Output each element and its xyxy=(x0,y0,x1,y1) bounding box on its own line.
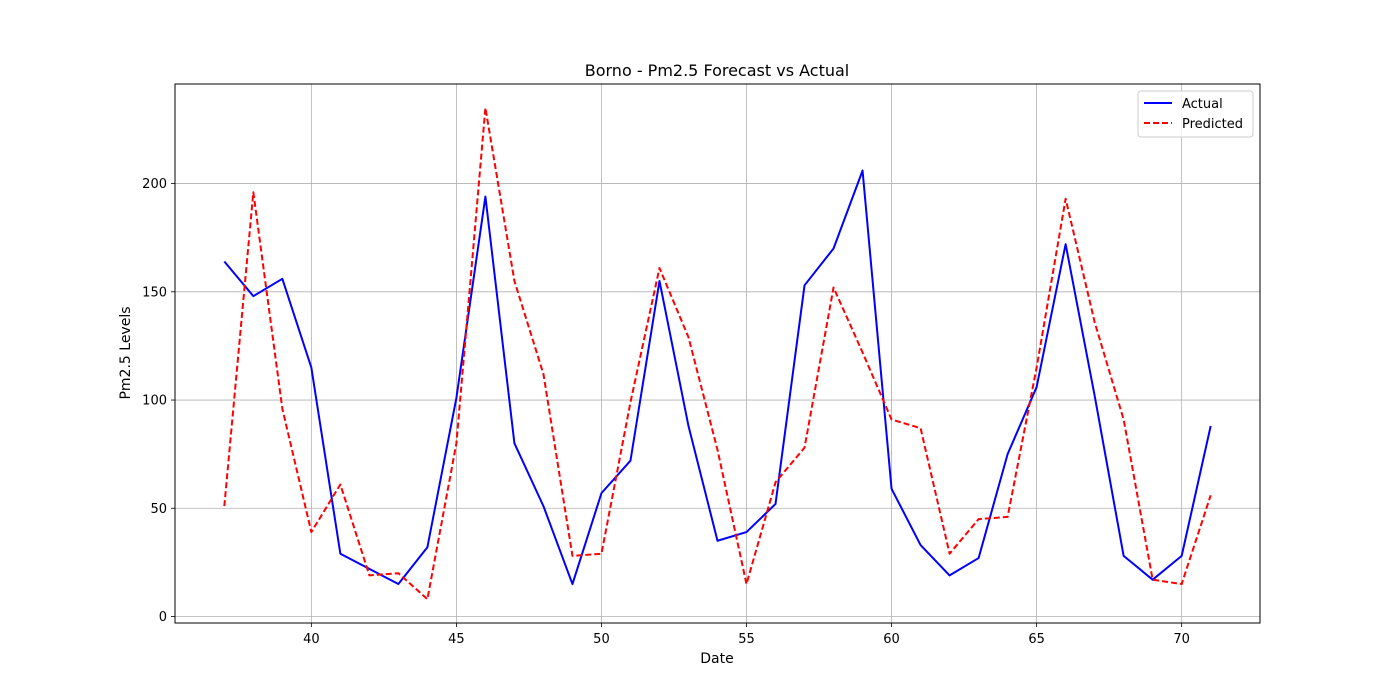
series-layer xyxy=(223,106,1212,601)
y-tick-label: 0 xyxy=(159,610,167,625)
y-tick-label: 100 xyxy=(142,394,167,409)
legend-label-actual: Actual xyxy=(1182,97,1223,112)
x-axis-label: Date xyxy=(700,651,733,667)
x-tick-label: 45 xyxy=(448,632,465,647)
legend: Actual Predicted xyxy=(1137,90,1254,138)
x-tick-label: 60 xyxy=(883,632,900,647)
legend-label-predicted: Predicted xyxy=(1182,117,1243,132)
y-axis-label: Pm2.5 Levels xyxy=(118,306,134,399)
x-tick-label: 70 xyxy=(1173,632,1190,647)
x-tick-label: 65 xyxy=(1028,632,1045,647)
series-line-predicted xyxy=(223,106,1212,601)
y-tick-label: 200 xyxy=(142,177,167,192)
plot-frame xyxy=(174,83,1261,624)
x-tick-label: 55 xyxy=(738,632,755,647)
tick-layer: 40 45 50 55 60 65 70 0 50 100 150 200 xyxy=(142,177,1190,647)
chart-title: Borno - Pm2.5 Forecast vs Actual xyxy=(585,61,850,80)
x-tick-label: 40 xyxy=(303,632,320,647)
series-line-actual xyxy=(223,169,1212,586)
y-tick-label: 150 xyxy=(142,285,167,300)
x-tick-label: 50 xyxy=(593,632,610,647)
y-tick-label: 50 xyxy=(150,502,167,517)
grid-layer xyxy=(175,84,1260,623)
